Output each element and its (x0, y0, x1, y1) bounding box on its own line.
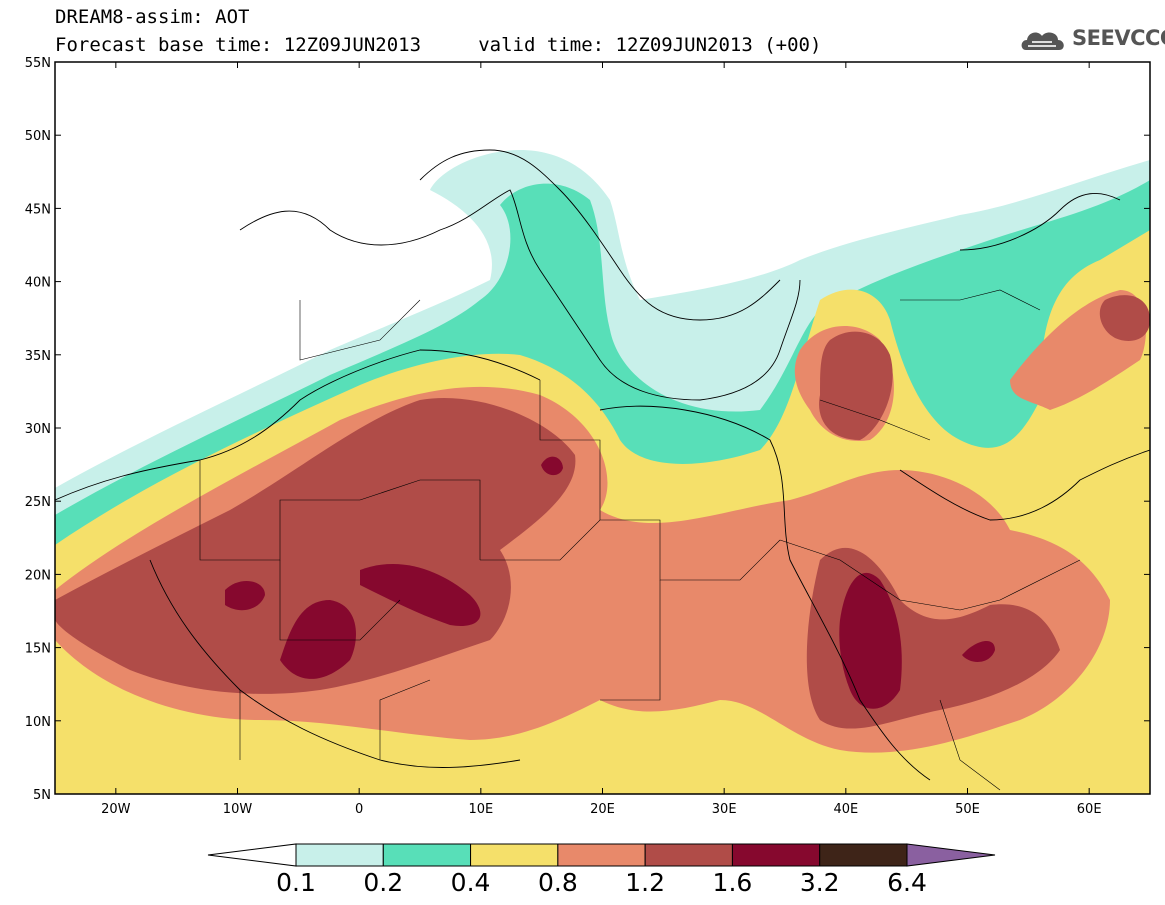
coastlines (55, 149, 1150, 781)
colorbar-label: 0.2 (363, 868, 404, 897)
colorbar-label: 6.4 (887, 868, 927, 897)
colorbar-label: 0.8 (537, 868, 578, 897)
colorbar-label: 1.6 (712, 868, 753, 897)
aot-band-1.2-d (1099, 295, 1150, 341)
colorbar (207, 843, 996, 867)
colorbar-low-extend (207, 843, 297, 867)
colorbar-label: 1.2 (625, 868, 666, 897)
colorbar-swatch (644, 843, 733, 867)
lon-tick-label: 60E (1077, 802, 1102, 817)
lon-tick-label: 50E (955, 802, 980, 817)
chart-title: DREAM8-assim: AOT (55, 6, 250, 28)
forecast-time-subtitle: Forecast base time: 12Z09JUN2013 valid t… (55, 34, 822, 56)
aot-field (55, 62, 1150, 794)
colorbar-swatch (731, 843, 821, 867)
colorbar-swatch (557, 843, 646, 867)
cloud-logo-icon (1021, 32, 1064, 50)
lat-tick-label: 15N (25, 642, 51, 657)
colorbar-label: 0.4 (450, 868, 491, 897)
aot-band-1.6-c (225, 580, 265, 611)
lon-tick-label: 20W (101, 802, 131, 817)
lat-tick-label: 55N (25, 56, 51, 71)
aot-band-1.6-e (962, 640, 995, 662)
lat-tick-label: 45N (25, 202, 51, 217)
lon-axis: 20W 10W 0 10E 20E 30E 40E 50E 60E (101, 62, 1102, 817)
country-borders (199, 289, 1081, 791)
colorbar-swatch (382, 843, 472, 867)
colorbar-label: 3.2 (799, 868, 840, 897)
colorbar-swatch (470, 843, 559, 867)
colorbar-swatch (295, 843, 384, 867)
aot-band-1.2-c (819, 331, 893, 440)
lat-tick-label: 20N (25, 568, 51, 583)
aot-band-1.6-b (360, 564, 481, 626)
colorbar-label: 0.1 (276, 868, 316, 897)
aot-band-1.6-f (541, 456, 563, 476)
lon-tick-label: 10W (223, 802, 253, 817)
lat-tick-label: 5N (33, 788, 51, 803)
lat-tick-label: 30N (25, 422, 51, 437)
lon-tick-label: 10E (468, 802, 493, 817)
lat-tick-label: 50N (25, 129, 51, 144)
lon-tick-label: 30E (712, 802, 737, 817)
lat-axis: 55N 50N 45N 40N 35N 30N 25N 20N 15N 10N 5N (25, 56, 1150, 803)
colorbar-high-extend (906, 843, 996, 867)
lon-tick-label: 40E (833, 802, 858, 817)
aot-band-1.6-d (839, 572, 902, 709)
aot-band-1.6 (280, 600, 356, 679)
colorbar-swatch (819, 843, 908, 867)
lon-tick-label: 0 (355, 802, 363, 817)
lon-tick-label: 20E (590, 802, 615, 817)
lat-tick-label: 25N (25, 495, 51, 510)
logo-text: SEEVCCC (1072, 26, 1165, 50)
lat-tick-label: 35N (25, 349, 51, 364)
lat-tick-label: 40N (25, 276, 51, 291)
lat-tick-label: 10N (25, 715, 51, 730)
